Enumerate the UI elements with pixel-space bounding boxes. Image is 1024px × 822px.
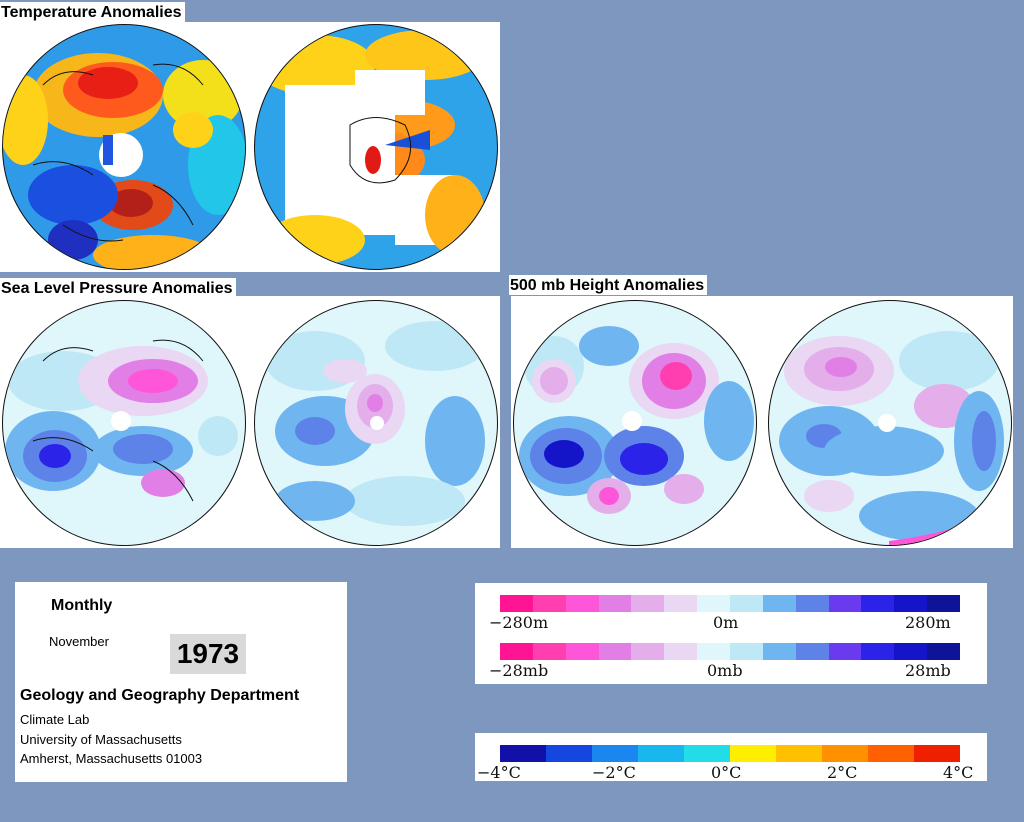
bar-t-swatch-6 bbox=[776, 745, 822, 762]
bar-h-swatch-0 bbox=[500, 595, 533, 612]
bar-h-swatch-1 bbox=[532, 595, 566, 612]
bar-p-swatch-1 bbox=[532, 643, 566, 660]
bar-h-swatch-3 bbox=[598, 595, 632, 612]
bar-h-swatch-8 bbox=[762, 595, 796, 612]
height-min-label: −280m bbox=[489, 613, 549, 632]
bar-p-swatch-10 bbox=[828, 643, 862, 660]
bar-p-swatch-4 bbox=[631, 643, 665, 660]
slp-title: Sea Level Pressure Anomalies bbox=[0, 278, 236, 298]
bar-h-swatch-12 bbox=[894, 595, 928, 612]
bar-t-swatch-0 bbox=[500, 745, 546, 762]
bar-p-swatch-0 bbox=[500, 643, 533, 660]
bar-t-swatch-2 bbox=[592, 745, 638, 762]
bar-h-swatch-6 bbox=[697, 595, 731, 612]
bar-p-swatch-5 bbox=[664, 643, 698, 660]
address-label: Amherst, Massachusetts 01003 bbox=[20, 751, 203, 766]
university-label: University of Massachusetts bbox=[20, 732, 182, 747]
bar-p-swatch-13 bbox=[927, 643, 961, 660]
period-label: Monthly bbox=[51, 597, 113, 614]
bar-h-swatch-9 bbox=[795, 595, 829, 612]
month-label: November bbox=[49, 634, 109, 649]
info-box: Monthly November 1973 Geology and Geogra… bbox=[15, 582, 347, 782]
bar-h-swatch-5 bbox=[664, 595, 698, 612]
bar-p-swatch-6 bbox=[697, 643, 731, 660]
bar-t-swatch-4 bbox=[684, 745, 730, 762]
pressure-max-label: 28mb bbox=[905, 661, 951, 680]
temperature-tick-5: 4°C bbox=[943, 763, 974, 782]
bar-t-swatch-1 bbox=[546, 745, 592, 762]
temperature-north-hemisphere-map bbox=[2, 24, 246, 270]
height-mid-label: 0m bbox=[713, 613, 739, 632]
bar-t-swatch-3 bbox=[638, 745, 684, 762]
slp-south-hemisphere-map bbox=[254, 300, 498, 546]
temperature-legend: −4°C −2°C 0°C 2°C 4°C bbox=[475, 733, 987, 782]
bar-h-swatch-11 bbox=[861, 595, 895, 612]
pressure-mid-label: 0mb bbox=[707, 661, 743, 680]
bar-t-swatch-8 bbox=[868, 745, 914, 762]
bar-h-swatch-2 bbox=[565, 595, 599, 612]
bar-t-swatch-5 bbox=[730, 745, 776, 762]
temperature-tick-2: −2°C bbox=[592, 763, 636, 782]
bar-h-swatch-7 bbox=[730, 595, 763, 612]
department-label: Geology and Geography Department bbox=[20, 687, 300, 704]
temperature-title: Temperature Anomalies bbox=[0, 2, 185, 22]
temperature-south-hemisphere-map bbox=[254, 24, 498, 270]
bar-h-swatch-10 bbox=[828, 595, 862, 612]
slp-north-hemisphere-map bbox=[2, 300, 246, 546]
height-colorbar bbox=[500, 595, 961, 612]
bar-h-swatch-4 bbox=[631, 595, 665, 612]
year-label: 1973 bbox=[170, 634, 246, 674]
temperature-tick-1: −4°C bbox=[477, 763, 521, 782]
height500-title: 500 mb Height Anomalies bbox=[509, 275, 708, 295]
pressure-colorbar bbox=[500, 643, 961, 660]
bar-t-swatch-9 bbox=[914, 745, 960, 762]
temperature-tick-4: 2°C bbox=[827, 763, 858, 782]
bar-p-swatch-7 bbox=[730, 643, 763, 660]
height500-north-hemisphere-map bbox=[513, 300, 757, 546]
lab-label: Climate Lab bbox=[20, 712, 90, 727]
temperature-tick-3: 0°C bbox=[711, 763, 742, 782]
bar-p-swatch-12 bbox=[894, 643, 928, 660]
bar-p-swatch-8 bbox=[762, 643, 796, 660]
bar-p-swatch-9 bbox=[795, 643, 829, 660]
bar-h-swatch-13 bbox=[927, 595, 961, 612]
bar-p-swatch-2 bbox=[565, 643, 599, 660]
bar-p-swatch-11 bbox=[861, 643, 895, 660]
anomaly-legend: −280m 0m 280m −28mb 0mb 28mb bbox=[475, 583, 987, 684]
height500-south-hemisphere-map bbox=[768, 300, 1012, 546]
bar-p-swatch-3 bbox=[598, 643, 632, 660]
bar-t-swatch-7 bbox=[822, 745, 868, 762]
temperature-colorbar bbox=[500, 745, 960, 762]
height-max-label: 280m bbox=[905, 613, 951, 632]
pressure-min-label: −28mb bbox=[489, 661, 549, 680]
